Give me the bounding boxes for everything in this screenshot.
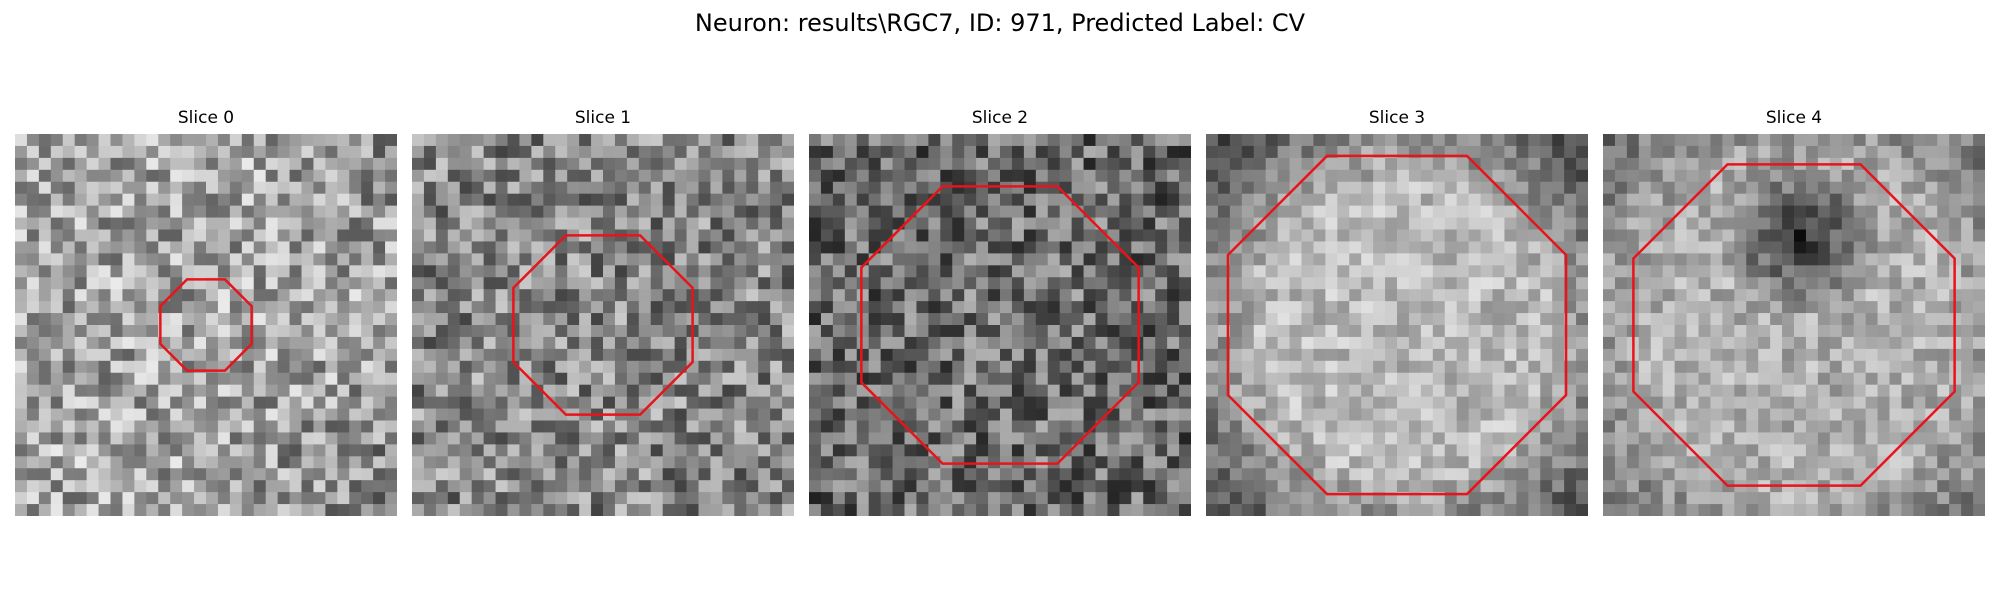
pixel-grid (1603, 134, 1985, 516)
slice-panel-4: Slice 4 (1603, 108, 1985, 516)
slice-panel-0: Slice 0 (15, 108, 397, 516)
slice-image (15, 134, 397, 516)
segmentation-contour (1226, 154, 1568, 496)
pixel-grid (1206, 134, 1588, 516)
slice-panel-2: Slice 2 (809, 108, 1191, 516)
slice-title: Slice 1 (574, 108, 632, 128)
slice-title: Slice 4 (1765, 108, 1823, 128)
slice-title: Slice 0 (177, 108, 235, 128)
figure-title: Neuron: results\RGC7, ID: 971, Predicted… (694, 9, 1306, 37)
segmentation-contour (159, 278, 253, 372)
slice-3-image-with-contour (1206, 134, 1588, 516)
slice-image (412, 134, 794, 516)
segmentation-contour (1632, 163, 1956, 487)
slice-title: Slice 2 (971, 108, 1029, 128)
slice-panel-1: Slice 1 (412, 108, 794, 516)
slice-panel-3: Slice 3 (1206, 108, 1588, 516)
slice-image (809, 134, 1191, 516)
segmentation-contour (512, 234, 694, 416)
slice-1-image-with-contour (412, 134, 794, 516)
slice-0-image-with-contour (15, 134, 397, 516)
segmentation-contour (860, 185, 1140, 465)
slice-image (1603, 134, 1985, 516)
pixel-grid (15, 134, 397, 516)
pixel-grid (809, 134, 1191, 516)
slice-4-image-with-contour (1603, 134, 1985, 516)
slice-title: Slice 3 (1368, 108, 1426, 128)
slice-2-image-with-contour (809, 134, 1191, 516)
slice-image (1206, 134, 1588, 516)
pixel-grid (412, 134, 794, 516)
